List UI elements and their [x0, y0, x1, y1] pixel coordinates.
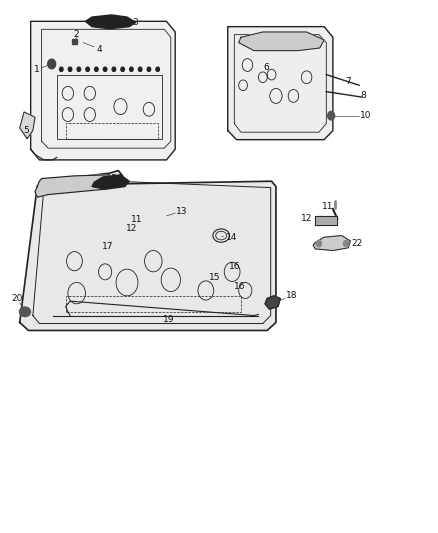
Text: 12: 12	[301, 214, 312, 223]
Polygon shape	[92, 175, 129, 189]
Text: 18: 18	[286, 292, 297, 300]
Text: 8: 8	[360, 92, 367, 100]
Text: 1: 1	[34, 65, 40, 74]
Text: 11: 11	[322, 202, 333, 211]
Text: 7: 7	[345, 77, 351, 85]
Text: 13: 13	[176, 207, 187, 216]
Circle shape	[138, 67, 142, 71]
Text: 19: 19	[163, 316, 174, 324]
Text: 3: 3	[110, 174, 116, 183]
Ellipse shape	[19, 307, 31, 317]
Text: 12: 12	[126, 224, 137, 232]
Text: 22: 22	[351, 239, 363, 248]
Polygon shape	[85, 15, 136, 29]
Text: 16: 16	[229, 262, 240, 271]
Text: 3: 3	[132, 18, 138, 27]
Circle shape	[112, 67, 116, 71]
Circle shape	[343, 240, 349, 247]
Polygon shape	[31, 21, 175, 160]
Circle shape	[156, 67, 159, 71]
Circle shape	[147, 67, 151, 71]
Polygon shape	[35, 175, 112, 197]
Text: 2: 2	[74, 30, 79, 39]
Polygon shape	[239, 32, 324, 51]
Text: 16: 16	[234, 282, 246, 291]
Circle shape	[103, 67, 107, 71]
Circle shape	[86, 67, 89, 71]
Circle shape	[95, 67, 98, 71]
Circle shape	[316, 240, 321, 247]
Polygon shape	[313, 236, 350, 251]
Text: 14: 14	[226, 233, 238, 241]
Bar	[315, 216, 337, 225]
Text: 4: 4	[97, 45, 102, 53]
Text: 5: 5	[23, 126, 29, 135]
Circle shape	[48, 59, 56, 69]
Circle shape	[130, 67, 133, 71]
Text: 20: 20	[12, 294, 23, 303]
Text: 15: 15	[209, 273, 220, 281]
Polygon shape	[20, 112, 35, 139]
Circle shape	[60, 67, 63, 71]
Text: 11: 11	[131, 215, 142, 224]
Circle shape	[121, 67, 124, 71]
Polygon shape	[265, 296, 280, 309]
Text: 17: 17	[102, 242, 113, 251]
Circle shape	[77, 67, 81, 71]
Text: 10: 10	[360, 111, 371, 120]
Text: 6: 6	[263, 63, 269, 72]
Polygon shape	[228, 27, 333, 140]
Bar	[72, 39, 77, 44]
Polygon shape	[20, 171, 276, 330]
Circle shape	[68, 67, 72, 71]
Circle shape	[328, 111, 335, 120]
